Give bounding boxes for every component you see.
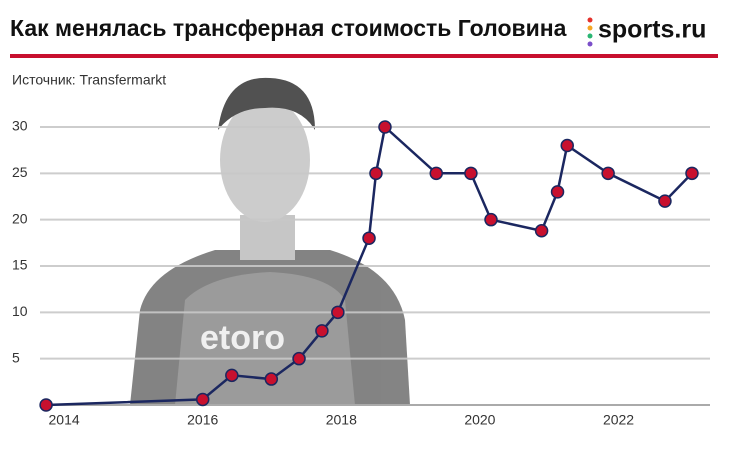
data-point bbox=[315, 324, 329, 338]
data-point bbox=[550, 185, 565, 199]
data-point bbox=[658, 194, 672, 208]
x-tick-label: 2014 bbox=[49, 412, 80, 428]
data-point bbox=[362, 231, 376, 245]
x-tick-label: 2018 bbox=[326, 412, 357, 428]
chart-title: Как менялась трансферная стоимость Голов… bbox=[10, 15, 567, 41]
y-tick-label: 25 bbox=[12, 164, 28, 180]
logo: sports.ru bbox=[598, 16, 706, 44]
data-point bbox=[464, 166, 478, 181]
data-point bbox=[534, 224, 549, 238]
y-tick-label: 30 bbox=[12, 118, 28, 134]
data-point bbox=[39, 398, 53, 412]
data-point bbox=[225, 368, 239, 383]
data-point bbox=[601, 166, 615, 181]
data-point bbox=[429, 166, 444, 181]
data-point bbox=[264, 372, 279, 386]
data-point bbox=[560, 138, 574, 153]
svg-text:etoro: etoro bbox=[200, 319, 285, 357]
logo-dots bbox=[587, 17, 593, 47]
header-rule bbox=[10, 54, 718, 58]
source: Источник: Transfermarkt bbox=[12, 72, 166, 88]
data-point bbox=[292, 351, 306, 366]
x-tick-label: 2022 bbox=[603, 412, 634, 428]
y-tick-label: 15 bbox=[12, 257, 28, 273]
data-point bbox=[331, 305, 345, 320]
y-tick-label: 10 bbox=[12, 303, 28, 319]
x-tick-label: 2016 bbox=[187, 412, 218, 428]
y-tick-label: 20 bbox=[12, 210, 28, 226]
data-point bbox=[685, 166, 699, 181]
data-point bbox=[369, 166, 383, 181]
data-point bbox=[195, 392, 210, 407]
x-tick-label: 2020 bbox=[464, 412, 495, 428]
player-photo: etoro bbox=[130, 77, 410, 405]
data-point bbox=[484, 212, 498, 227]
data-point bbox=[378, 120, 392, 134]
y-tick-label: 5 bbox=[12, 349, 20, 365]
